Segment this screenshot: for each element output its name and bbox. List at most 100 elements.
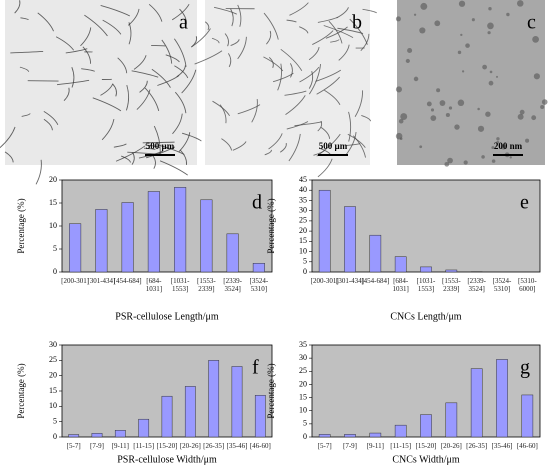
fiber — [280, 48, 303, 72]
fiber — [174, 65, 189, 79]
particle — [457, 99, 465, 107]
x-tick-label: [3524-5310] — [249, 277, 269, 293]
x-tick-label: [20-26] — [179, 442, 201, 450]
particle — [458, 0, 466, 7]
y-tick-label: 25 — [299, 366, 307, 375]
fiber — [264, 149, 272, 156]
fiber — [174, 91, 187, 114]
particle — [405, 58, 410, 64]
fiber — [115, 145, 146, 162]
fiber — [37, 12, 54, 32]
bar — [226, 233, 239, 273]
fiber — [325, 26, 348, 39]
particle — [496, 140, 500, 144]
panel-label: c — [527, 12, 536, 34]
y-tick-label: 25 — [49, 355, 57, 364]
fiber — [171, 3, 190, 21]
fiber — [81, 68, 95, 72]
fiber — [20, 17, 29, 21]
x-tick-label: [454-684] — [361, 277, 390, 285]
fiber — [165, 54, 180, 63]
fiber — [145, 146, 176, 159]
bar — [420, 266, 432, 273]
fiber — [121, 155, 131, 163]
particle — [395, 16, 401, 22]
x-tick-label: [1553-2339] — [441, 277, 461, 293]
y-tick-label: 0 — [303, 432, 307, 441]
particle — [531, 115, 537, 121]
particle — [496, 137, 500, 141]
y-tick-label: 10 — [299, 246, 307, 255]
fiber — [360, 33, 370, 52]
x-tick-label: [301-434] — [335, 277, 364, 285]
fiber — [113, 143, 127, 148]
particle — [519, 109, 525, 115]
y-tick-label: 5 — [53, 416, 57, 425]
fiber — [136, 89, 151, 110]
y-tick-label: 15 — [49, 386, 57, 395]
x-axis-label: CNCs Length/μm — [390, 311, 461, 322]
y-tick-label: 20 — [49, 370, 57, 379]
particle — [533, 73, 540, 80]
particle — [454, 124, 460, 130]
bar — [420, 414, 432, 438]
panel-label: a — [179, 12, 188, 34]
particle — [491, 159, 496, 163]
fiber — [71, 66, 75, 88]
fiber — [221, 138, 233, 151]
fiber — [227, 53, 232, 68]
x-tick-label: [7-9] — [342, 442, 357, 450]
fiber — [112, 83, 117, 97]
bar — [369, 234, 382, 273]
fiber — [151, 68, 171, 88]
x-tick-label: [7-9] — [89, 442, 104, 450]
x-tick-label: [46-60] — [249, 442, 271, 450]
x-tick-label: [5-7] — [317, 442, 332, 450]
fiber — [43, 110, 59, 125]
y-tick-label: 45 — [299, 175, 307, 184]
bar — [318, 189, 331, 273]
fiber — [330, 39, 340, 43]
particle — [419, 27, 426, 34]
bar — [470, 368, 483, 438]
x-tick-label: [1553-2339] — [197, 277, 216, 293]
scale-bar-label: 500 µm — [146, 141, 175, 151]
x-tick-label: [26-35] — [466, 442, 488, 450]
scale-bar-label: 200 nm — [494, 141, 523, 151]
fiber — [348, 111, 352, 142]
fiber — [84, 14, 108, 37]
particle — [477, 125, 485, 132]
bar — [496, 359, 508, 438]
bar — [174, 187, 187, 273]
fiber — [345, 131, 357, 156]
bar — [208, 360, 220, 438]
panel-label: e — [520, 192, 529, 214]
x-tick-label: [684-1031] — [145, 277, 163, 293]
fiber — [35, 159, 42, 185]
particle — [445, 112, 450, 118]
particle — [491, 146, 495, 150]
x-tick-label: [2339-3524] — [223, 277, 242, 293]
bar — [91, 433, 103, 438]
fiber — [92, 97, 122, 112]
particle — [482, 64, 487, 70]
y-tick-label: 20 — [299, 379, 307, 388]
y-tick-label: 15 — [299, 236, 307, 245]
y-tick-label: 5 — [303, 419, 307, 428]
y-tick-label: 0 — [53, 432, 57, 441]
y-tick-label: 5 — [53, 244, 57, 253]
fiber — [230, 8, 234, 27]
fiber — [194, 50, 223, 65]
fiber — [237, 36, 247, 60]
y-tick-label: 35 — [299, 340, 307, 349]
particle — [465, 43, 470, 48]
fiber — [315, 69, 342, 82]
bar — [445, 402, 458, 438]
particle — [461, 70, 465, 73]
x-tick-label: [454-684] — [113, 277, 142, 285]
fiber — [324, 89, 341, 106]
fiber — [352, 135, 366, 158]
fiber — [288, 133, 301, 162]
panel-label: b — [352, 12, 362, 34]
panel-label: d — [252, 192, 262, 214]
